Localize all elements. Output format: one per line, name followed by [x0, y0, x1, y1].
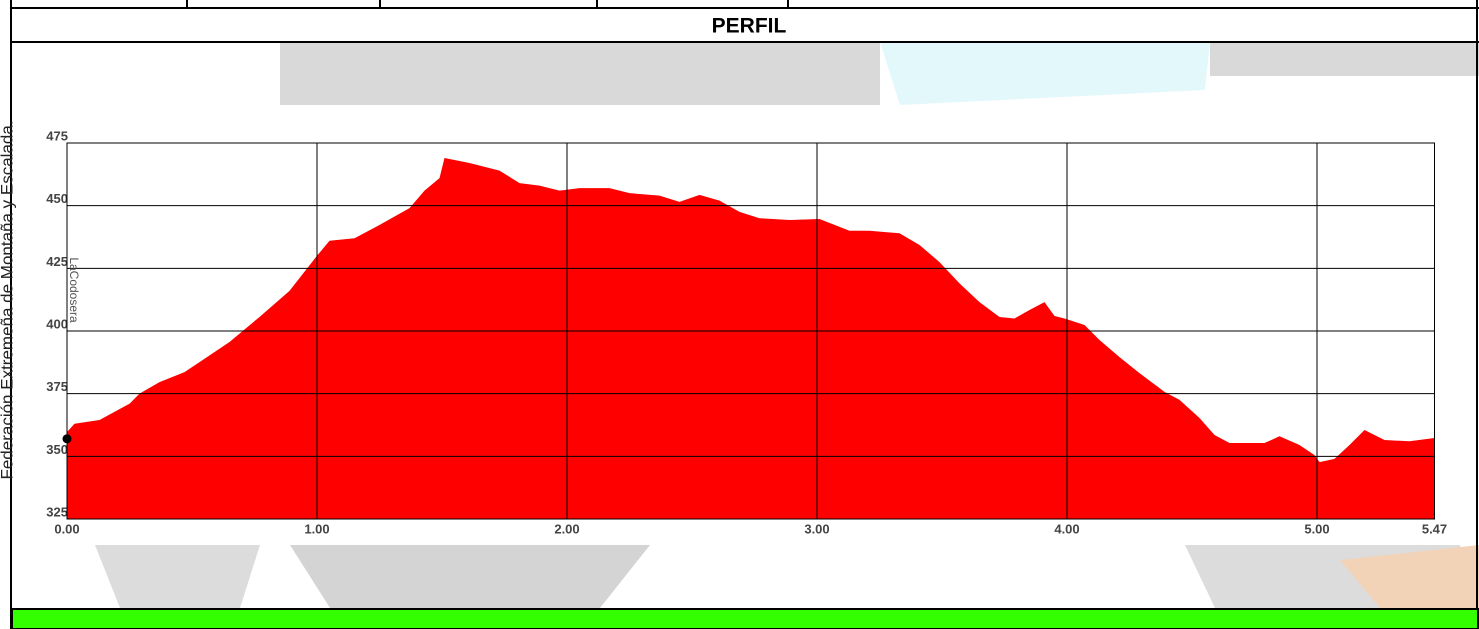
y-tick-label: 375	[46, 379, 68, 394]
plot: 325 350 375 400 425 450 475 0.00 1.00 2.00 3.00 4.0…	[46, 128, 1447, 536]
green-bar	[11, 608, 1479, 629]
x-tick-label: 5.00	[1304, 521, 1329, 536]
watermark	[95, 42, 1479, 608]
y-tick-label: 475	[46, 128, 68, 143]
x-tick-label: 2.00	[554, 521, 579, 536]
x-tick-label: 0.00	[54, 521, 79, 536]
y-tick-label: 400	[46, 316, 68, 331]
table-lines	[10, 0, 1479, 629]
y-tick-label: 325	[46, 504, 68, 519]
plot-border	[66, 142, 1435, 520]
y-tick-label: 350	[46, 442, 68, 457]
waypoint-marker	[62, 434, 72, 444]
side-text: Federación Extremeña de Montaña y Escala…	[0, 120, 16, 479]
y-tick-label: 450	[46, 191, 68, 206]
y-tick-label: 425	[46, 254, 68, 269]
x-tick-label: 3.00	[804, 521, 829, 536]
waypoint-label: LaCodosera	[67, 257, 81, 323]
x-tick-label: 4.00	[1054, 521, 1079, 536]
section-title: PERFIL	[712, 15, 787, 38]
elevation-area	[67, 158, 1435, 520]
x-tick-label: 5.47	[1422, 521, 1447, 536]
x-tick-label: 1.00	[304, 521, 329, 536]
